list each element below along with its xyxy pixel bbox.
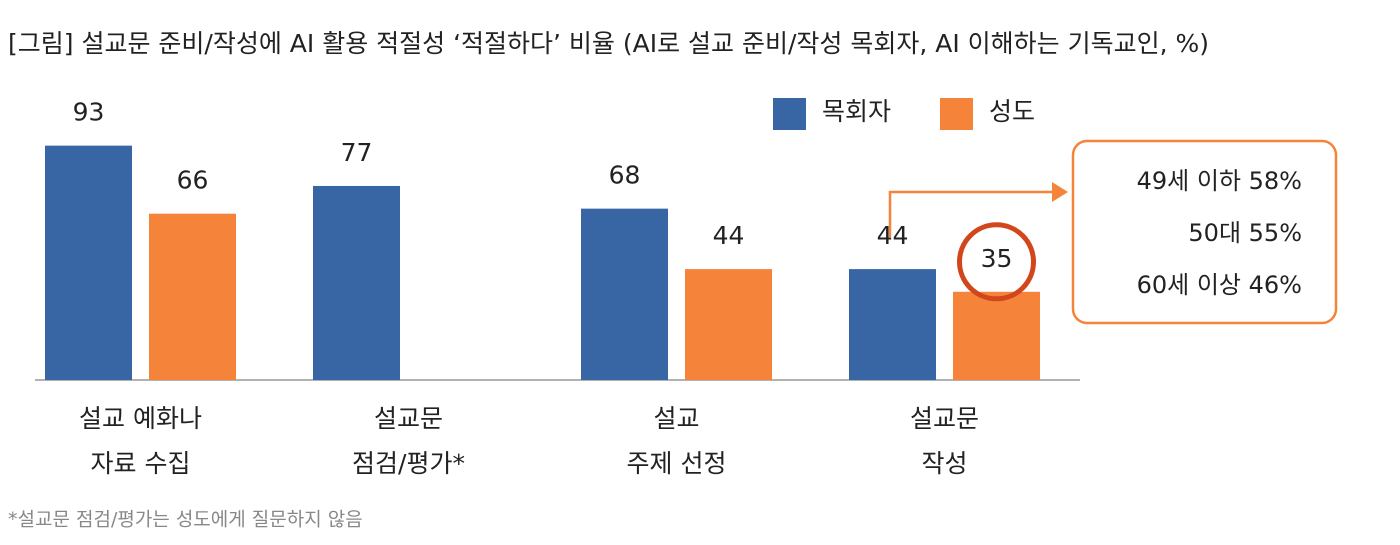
- x-tick-label: 자료 수집: [91, 449, 191, 478]
- chart-title: [그림] 설교문 준비/작성에 AI 활용 적절성 ‘적절하다’ 비율 (AI로…: [8, 29, 1209, 58]
- value-label: 44: [877, 221, 909, 250]
- arrow-head: [1052, 182, 1068, 202]
- arrow: [888, 190, 1052, 237]
- bar: [849, 269, 936, 380]
- bar: [685, 269, 772, 380]
- bar: [953, 291, 1040, 380]
- value-label: 66: [177, 166, 209, 195]
- bar: [313, 185, 400, 380]
- bar: [149, 213, 236, 380]
- value-label: 68: [609, 161, 641, 190]
- annotation-text: 60세 이상 46%: [1137, 271, 1302, 299]
- highlight-circle: [957, 222, 1036, 302]
- annotation-text: 49세 이하 58%: [1137, 167, 1302, 195]
- x-tick-label: 작성: [921, 449, 967, 478]
- x-tick-label: 설교: [653, 404, 699, 433]
- legend-swatch: [940, 98, 973, 130]
- value-label: 44: [713, 221, 745, 250]
- value-label: 35: [981, 244, 1013, 273]
- annotation-text: 50대 55%: [1188, 219, 1302, 247]
- bar: [45, 145, 132, 380]
- annotation-box: [1071, 139, 1338, 325]
- x-tick-label: 점검/평가*: [352, 449, 465, 478]
- legend-swatch: [773, 98, 806, 130]
- value-label: 93: [73, 98, 105, 127]
- x-tick-label: 설교 예화나: [79, 404, 202, 433]
- x-tick-label: 설교문: [374, 404, 443, 433]
- legend-label: 목회자: [822, 97, 891, 126]
- x-tick-label: 주제 선정: [627, 449, 727, 478]
- legend-label: 성도: [989, 97, 1035, 126]
- footnote: *설교문 점검/평가는 성도에게 질문하지 않음: [8, 509, 363, 531]
- x-tick-label: 설교문: [910, 404, 979, 433]
- value-label: 77: [341, 138, 373, 167]
- bar: [581, 208, 668, 380]
